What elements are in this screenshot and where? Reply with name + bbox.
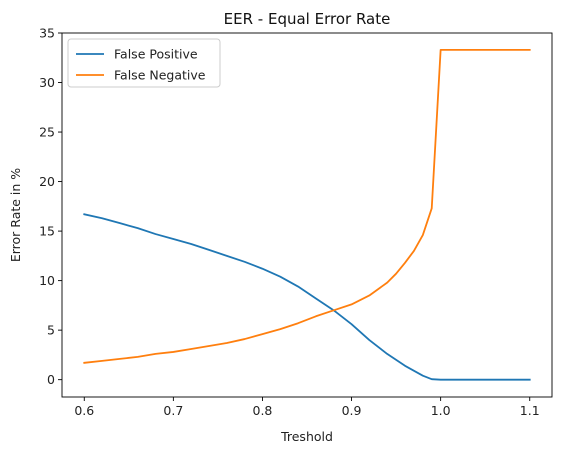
y-tick-label: 35 bbox=[39, 26, 55, 41]
y-tick-label: 20 bbox=[39, 174, 55, 189]
x-tick-label: 0.6 bbox=[74, 403, 94, 418]
plot-area: 0.6 0.7 0.8 0.9 1.0 1.1 0 5 10 15 20 25 30 35 bbox=[39, 26, 553, 418]
y-tick-label: 30 bbox=[39, 75, 55, 90]
x-tick-label: 0.9 bbox=[342, 403, 362, 418]
legend-box bbox=[67, 38, 221, 88]
y-tick-label: 15 bbox=[39, 224, 55, 239]
series-line-false-positive bbox=[83, 213, 531, 381]
y-tick-label: 10 bbox=[39, 273, 55, 288]
y-tick-label: 0 bbox=[47, 372, 55, 387]
legend-label: False Negative bbox=[114, 68, 206, 83]
x-tick-label: 1.1 bbox=[520, 403, 540, 418]
legend-label: False Positive bbox=[114, 47, 198, 62]
legend: False Positive False Negative bbox=[67, 38, 221, 88]
chart-title: EER - Equal Error Rate bbox=[224, 10, 391, 28]
y-axis-label: Error Rate in % bbox=[8, 168, 23, 262]
y-tick-label: 5 bbox=[47, 323, 55, 338]
plot-frame bbox=[61, 32, 553, 398]
x-tick-label: 0.7 bbox=[163, 403, 183, 418]
series-line-false-negative bbox=[83, 48, 531, 364]
x-axis-label: Treshold bbox=[280, 429, 333, 444]
x-tick-label: 0.8 bbox=[253, 403, 273, 418]
y-tick-label: 25 bbox=[39, 125, 55, 140]
x-tick-label: 1.0 bbox=[431, 403, 451, 418]
